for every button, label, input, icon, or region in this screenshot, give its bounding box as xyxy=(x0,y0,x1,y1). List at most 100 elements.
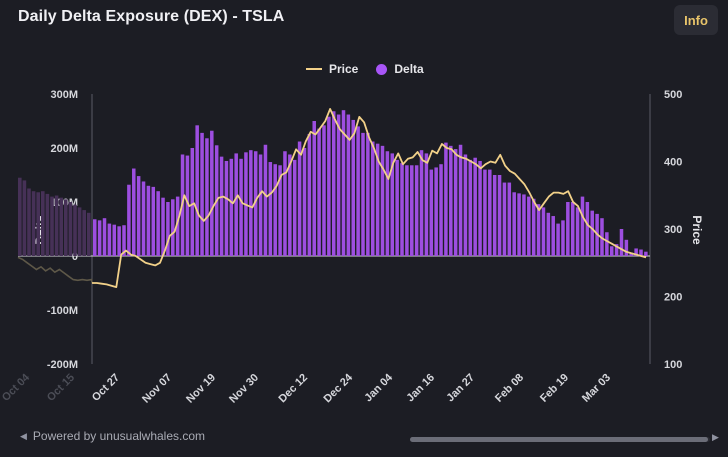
delta-bar xyxy=(361,132,365,256)
delta-bar xyxy=(463,154,468,256)
horizontal-scrollbar[interactable] xyxy=(410,437,710,442)
delta-bar-faded xyxy=(18,177,22,256)
delta-bar xyxy=(107,223,112,256)
x-tick-label: Dec 12 xyxy=(277,372,311,406)
delta-bar-faded xyxy=(82,210,86,256)
delta-bar xyxy=(556,223,560,256)
delta-bar xyxy=(531,198,536,256)
y-tick-label-left: -200M xyxy=(47,359,78,371)
delta-bar xyxy=(473,157,477,256)
delta-bar xyxy=(258,154,263,256)
delta-bar xyxy=(453,149,458,256)
delta-bar xyxy=(312,121,316,256)
delta-bar xyxy=(609,246,614,256)
delta-bar xyxy=(273,164,277,256)
powered-by-text[interactable]: Powered by unusualwhales.com xyxy=(32,429,206,443)
x-tick-label: Nov 07 xyxy=(140,372,174,406)
legend-price-label: Price xyxy=(329,62,359,76)
y-tick-label-right: 300 xyxy=(664,224,682,236)
delta-bar xyxy=(624,239,629,256)
x-tick-label: Feb 08 xyxy=(493,372,526,405)
scrollbar-thumb[interactable] xyxy=(410,437,708,442)
delta-bar xyxy=(336,114,341,257)
delta-bar xyxy=(210,130,214,256)
delta-bar xyxy=(351,119,355,256)
delta-bar xyxy=(327,116,331,257)
delta-bar xyxy=(97,220,102,256)
delta-bar xyxy=(614,244,619,256)
delta-bar-faded xyxy=(73,204,77,256)
delta-bar xyxy=(317,128,321,256)
delta-bar xyxy=(395,159,399,256)
delta-bar xyxy=(434,167,438,256)
delta-bar xyxy=(151,186,156,256)
y-tick-label-left: -100M xyxy=(47,305,78,317)
x-tick-label: Nov 19 xyxy=(184,372,218,406)
delta-bar xyxy=(156,191,160,256)
delta-bar-faded xyxy=(36,192,40,256)
delta-bar xyxy=(410,165,414,256)
delta-bar xyxy=(449,145,453,256)
delta-bar xyxy=(385,151,390,256)
delta-bar xyxy=(93,219,97,256)
delta-bar xyxy=(263,144,268,256)
delta-bar xyxy=(161,197,165,256)
delta-bar xyxy=(478,160,482,256)
delta-bar xyxy=(527,196,531,256)
y-tick-label-right: 400 xyxy=(664,157,682,169)
caret-right-icon[interactable]: ▶ xyxy=(712,432,719,442)
delta-bar xyxy=(619,229,624,256)
x-tick-label: Oct 15 xyxy=(45,372,77,404)
y-tick-label-right: 200 xyxy=(664,292,682,304)
legend-delta-label: Delta xyxy=(394,62,424,76)
delta-bar xyxy=(371,141,375,256)
delta-bar xyxy=(639,249,643,256)
delta-bar-faded xyxy=(41,191,45,256)
delta-bar xyxy=(292,159,297,256)
delta-bar xyxy=(444,142,448,256)
delta-bar xyxy=(346,114,351,257)
delta-bar xyxy=(249,150,253,256)
delta-bar xyxy=(400,163,404,256)
delta-bar xyxy=(380,145,385,256)
chart-title: Daily Delta Exposure (DEX) - TSLA xyxy=(18,8,285,25)
delta-bar-faded xyxy=(27,188,31,256)
delta-bar xyxy=(288,154,292,256)
delta-bar xyxy=(541,207,546,256)
delta-bar xyxy=(405,165,409,256)
delta-bar xyxy=(356,126,360,257)
delta-bar xyxy=(190,148,195,256)
delta-bar xyxy=(483,169,487,256)
delta-bar xyxy=(546,212,551,256)
delta-bar xyxy=(580,196,585,256)
delta-bar xyxy=(102,218,107,256)
legend-item-price[interactable]: Price xyxy=(306,62,358,76)
delta-bar xyxy=(536,204,541,256)
delta-bar xyxy=(302,148,307,256)
y-axis-title-right: Price xyxy=(690,215,704,245)
delta-bar xyxy=(522,194,526,256)
delta-bar xyxy=(439,164,443,256)
delta-bar xyxy=(229,158,234,256)
delta-bar-faded xyxy=(87,212,91,256)
x-tick-label: Feb 19 xyxy=(538,372,571,405)
delta-bar xyxy=(375,143,380,256)
price-line xyxy=(92,108,647,288)
powered-by: ◀ Powered by unusualwhales.com xyxy=(20,429,205,443)
y-tick-label-right: 500 xyxy=(664,89,682,101)
legend-item-delta[interactable]: Delta xyxy=(376,62,424,76)
delta-bar xyxy=(136,176,141,256)
delta-bar-faded xyxy=(22,180,27,256)
x-tick-label: Jan 27 xyxy=(444,372,477,405)
delta-bar xyxy=(185,155,190,256)
delta-bar xyxy=(634,248,638,256)
delta-bar xyxy=(132,168,136,256)
delta-bar xyxy=(629,252,633,256)
delta-bar xyxy=(205,138,209,256)
delta-bar xyxy=(497,175,502,256)
delta-bar xyxy=(390,153,395,256)
delta-bar xyxy=(424,153,429,256)
delta-bar xyxy=(414,165,419,256)
info-button[interactable]: Info xyxy=(674,5,718,35)
